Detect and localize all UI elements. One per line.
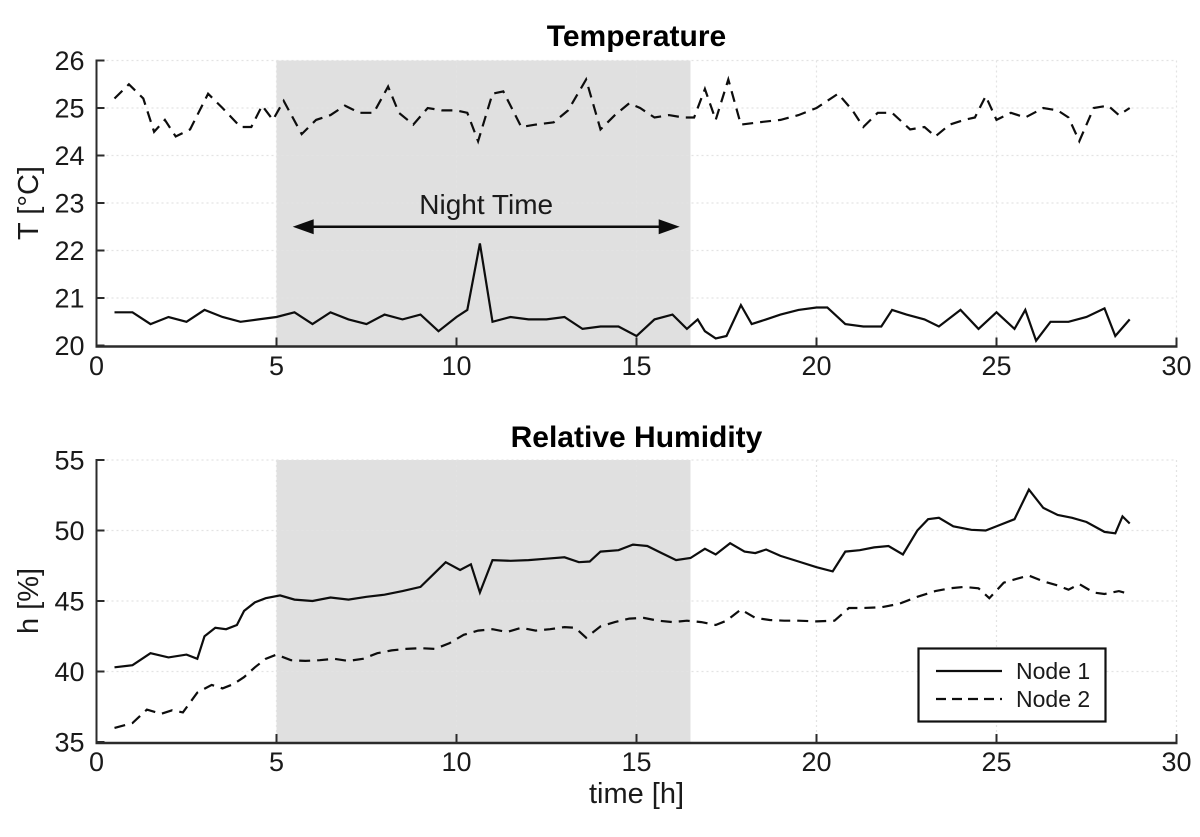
node-2-series-line <box>113 75 1131 145</box>
x-tick-label: 20 <box>801 351 831 381</box>
x-tick-label: 15 <box>621 747 651 777</box>
night-time-annotation <box>292 219 680 235</box>
y-tick-label: 23 <box>54 189 84 219</box>
legend-label: Node 2 <box>1016 686 1090 712</box>
chart-title: Temperature <box>547 20 727 53</box>
x-tick-label: 0 <box>89 351 104 381</box>
y-tick-label: 55 <box>54 446 84 476</box>
y-tick-label: 20 <box>54 331 84 361</box>
y-tick-label: 21 <box>54 284 84 314</box>
arrow-head-right-icon <box>658 219 680 235</box>
x-tick-label: 25 <box>981 747 1011 777</box>
x-tick-label: 5 <box>269 747 284 777</box>
node-1-series-line <box>114 243 1131 343</box>
x-tick-label: 0 <box>89 747 104 777</box>
legend-box <box>917 647 1107 723</box>
x-tick-label: 15 <box>621 351 651 381</box>
night-time-label: Night Time <box>419 189 553 220</box>
node-2-series-line <box>114 574 1130 729</box>
node-1-series-line <box>114 487 1131 669</box>
x-tick-label: 10 <box>441 747 471 777</box>
x-tick-label: 25 <box>981 351 1011 381</box>
legend-label: Node 1 <box>1016 658 1090 684</box>
y-tick-label: 24 <box>54 141 84 171</box>
y-tick-label: 40 <box>54 657 84 687</box>
y-tick-label: 50 <box>54 516 84 546</box>
y-tick-label: 26 <box>54 46 84 76</box>
y-axis-label: T [°C] <box>13 166 45 240</box>
relative-humidity-panel <box>95 459 1178 745</box>
temperature-panel <box>95 59 1178 348</box>
arrow-head-left-icon <box>292 219 314 235</box>
y-axis-label: h [%] <box>13 568 45 634</box>
x-tick-label: 20 <box>801 747 831 777</box>
x-tick-label: 30 <box>1161 747 1191 777</box>
x-tick-label: 30 <box>1161 351 1191 381</box>
y-tick-label: 25 <box>54 94 84 124</box>
x-tick-label: 5 <box>269 351 284 381</box>
x-axis-label: time [h] <box>589 778 684 810</box>
legend <box>917 647 1107 723</box>
y-tick-label: 35 <box>54 728 84 758</box>
chart-title: Relative Humidity <box>511 421 763 454</box>
x-tick-label: 10 <box>441 351 471 381</box>
y-tick-label: 45 <box>54 587 84 617</box>
y-tick-label: 22 <box>54 236 84 266</box>
